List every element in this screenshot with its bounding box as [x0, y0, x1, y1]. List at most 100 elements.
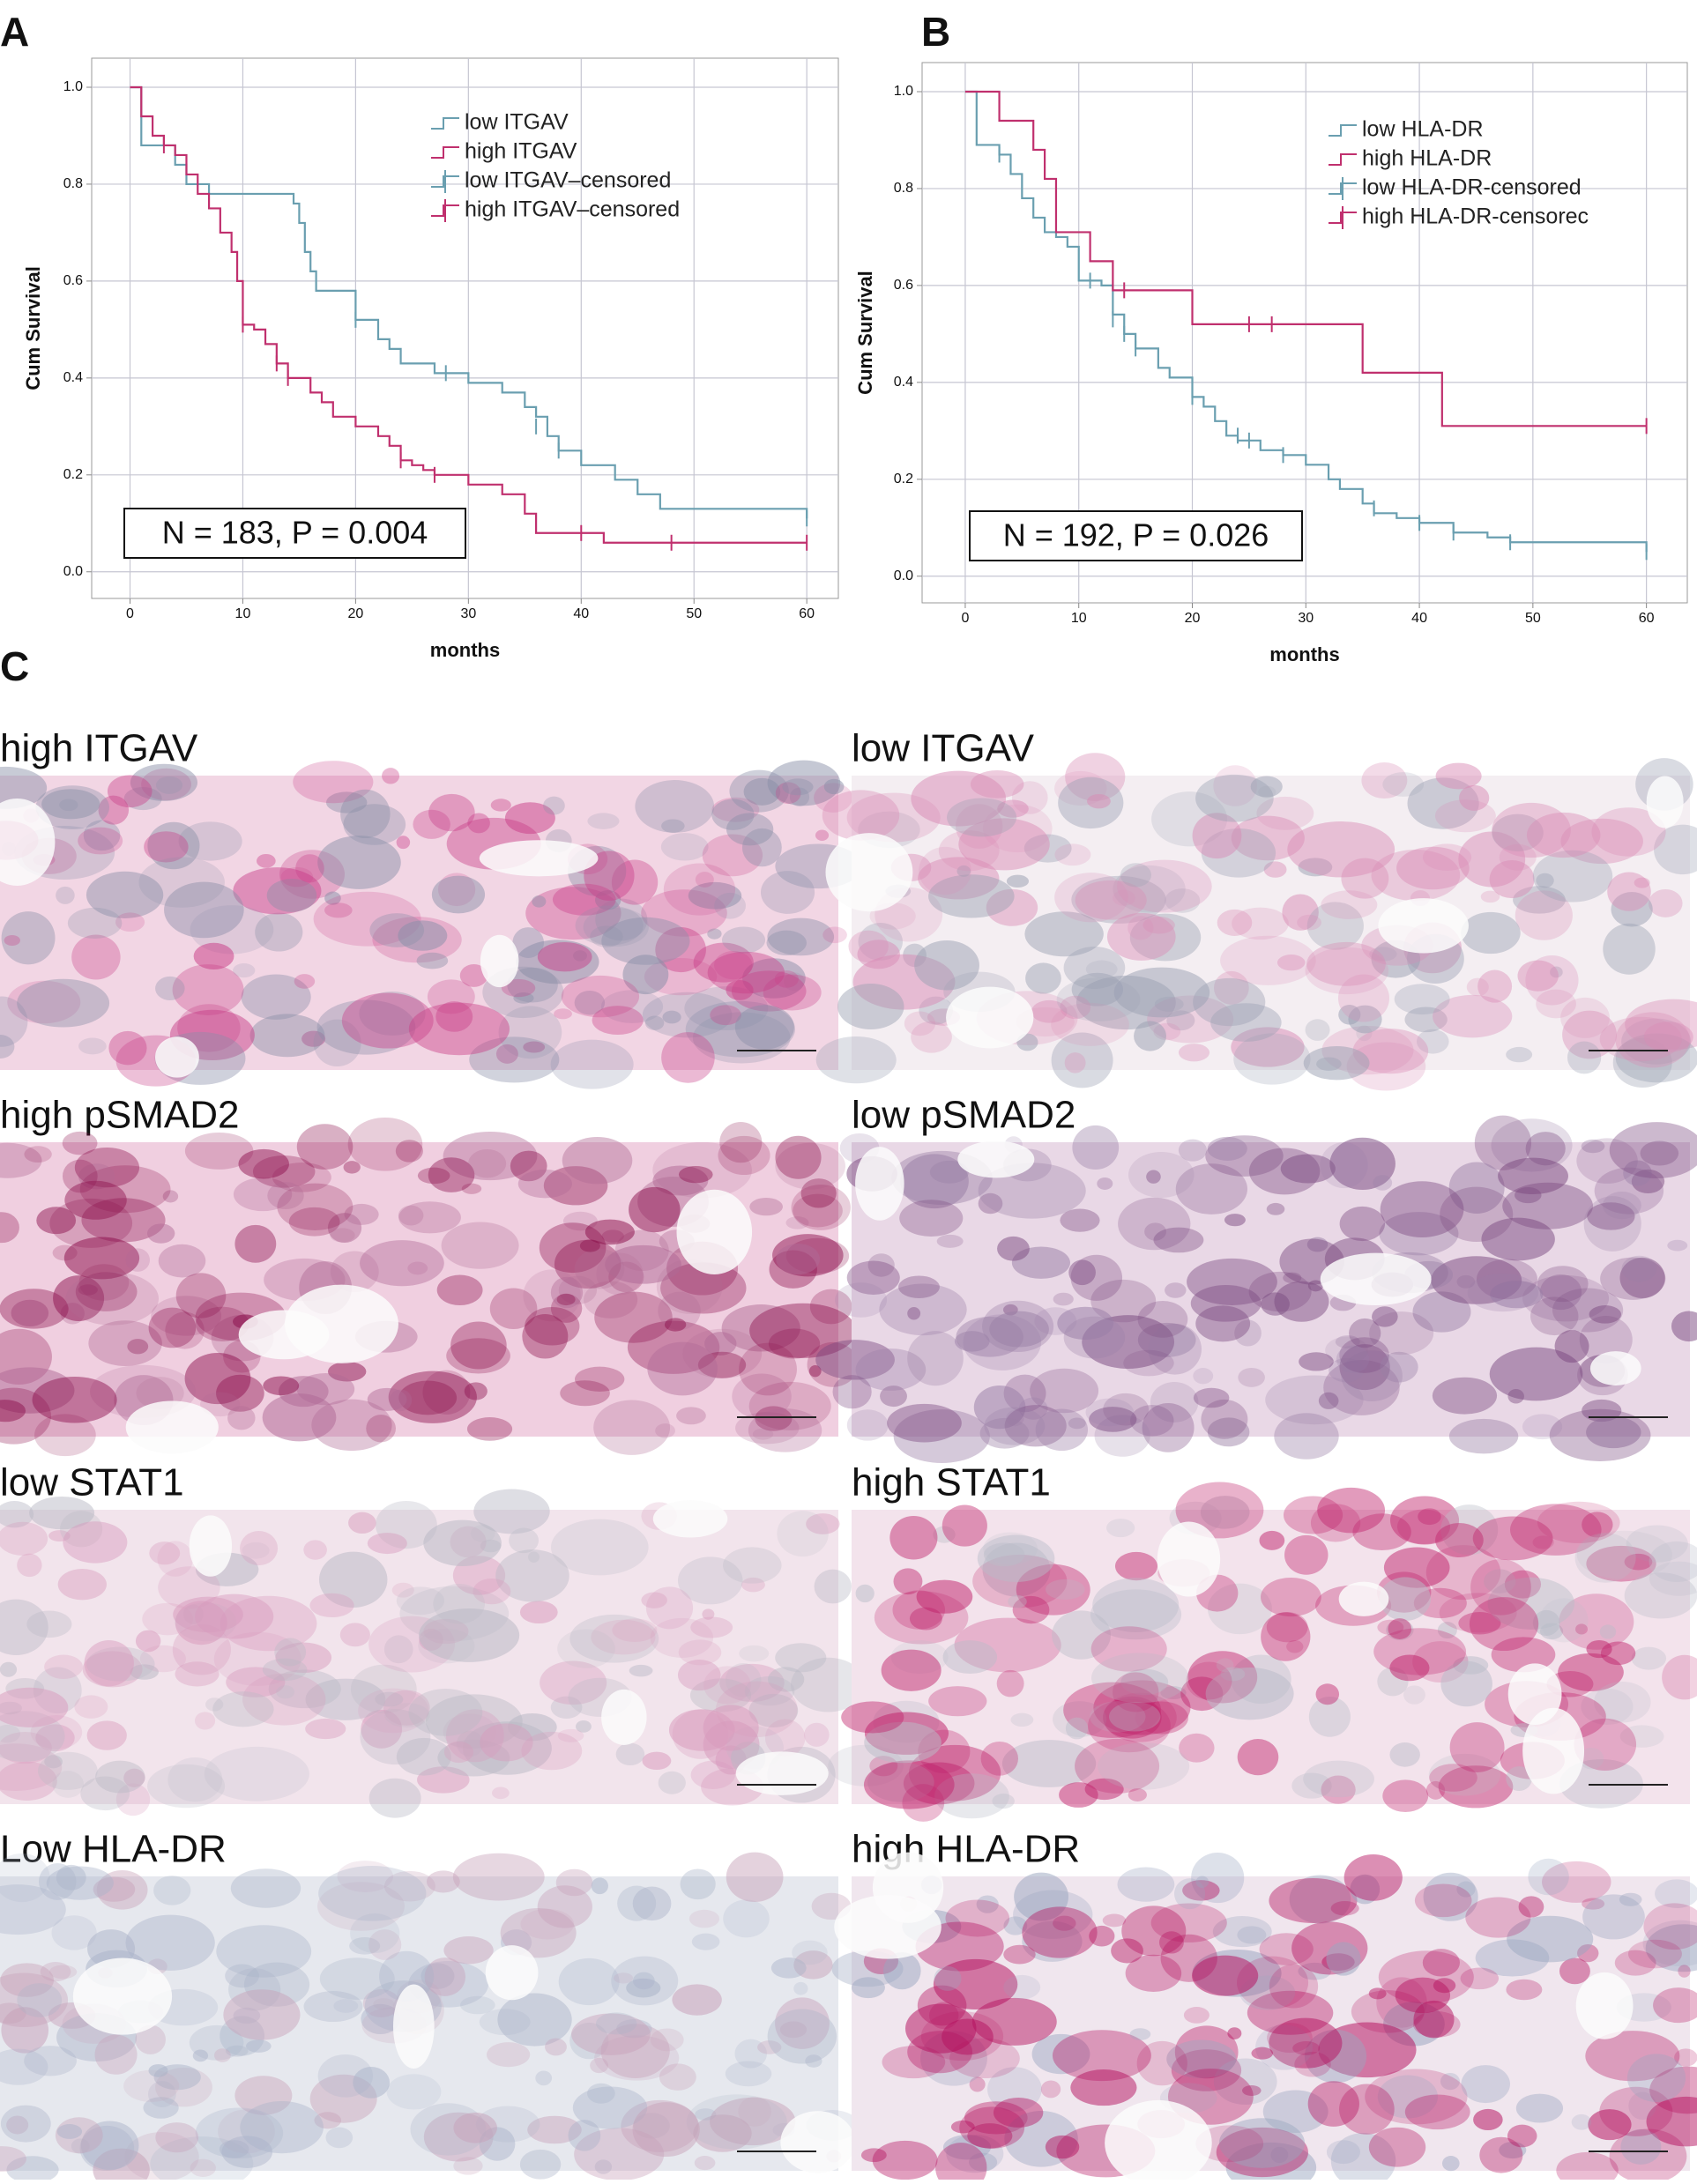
tissue-region — [1504, 1570, 1542, 1599]
tissue-region — [1594, 1167, 1664, 1215]
tissue-region — [1433, 994, 1513, 1038]
tissue-region — [419, 1608, 520, 1662]
tissue-region — [1195, 774, 1274, 822]
tissue-region — [82, 1651, 143, 1688]
tissue-region — [1291, 1921, 1368, 1975]
y-tick-label: 0.0 — [63, 564, 83, 579]
tissue-region — [767, 760, 841, 806]
tissue-region — [1052, 2030, 1151, 2082]
tissue-region — [408, 1002, 510, 1056]
tissue-region — [32, 1376, 117, 1423]
tissue-region — [632, 2102, 700, 2158]
tissue-region — [359, 991, 426, 1036]
tissue-region — [423, 2112, 494, 2162]
tissue-region — [1056, 977, 1141, 1021]
tissue-region — [1522, 1274, 1610, 1322]
legend-swatch — [1329, 153, 1357, 166]
tissue-region — [1174, 2025, 1239, 2079]
tissue-region — [6, 2115, 29, 2135]
tissue-region — [1351, 1990, 1425, 2033]
tissue-region — [554, 1008, 572, 1020]
tissue-gap — [0, 798, 56, 886]
tissue-region — [1474, 1115, 1532, 1170]
tissue-region — [500, 1907, 577, 1958]
tissue-region — [296, 1372, 355, 1406]
tissue-region — [980, 1741, 1019, 1776]
tissue-region — [647, 1341, 718, 1396]
tissue-region — [1106, 912, 1176, 961]
tissue-region — [1076, 975, 1176, 1030]
tissue-region — [1631, 1169, 1665, 1194]
tissue-region — [658, 1771, 686, 1794]
tissue-region — [621, 2099, 699, 2152]
tissue-region — [233, 962, 256, 978]
y-tick-label: 0.8 — [63, 176, 83, 191]
tissue-region — [1306, 1237, 1329, 1252]
tissue-region — [162, 1190, 179, 1203]
tissue-region — [946, 2134, 1004, 2173]
tissue-region — [1335, 1335, 1360, 1348]
x-axis-title: months — [1269, 643, 1339, 665]
tissue-region — [37, 1751, 98, 1790]
tissue-region — [711, 797, 760, 822]
tissue-region — [366, 1415, 396, 1443]
tissue-region — [62, 1159, 98, 1193]
tissue-region — [1090, 1626, 1167, 1672]
tissue-region — [1642, 1920, 1697, 1967]
tissue-region — [143, 2097, 179, 2119]
tissue-region — [56, 2124, 83, 2139]
tissue-region — [195, 2107, 284, 2159]
tissue-region — [1187, 1258, 1277, 1305]
tissue-region — [479, 2009, 531, 2036]
tissue-region — [1371, 849, 1461, 902]
tissue-region — [879, 1283, 967, 1336]
tissue-region — [498, 1006, 562, 1059]
tissue-region — [1396, 846, 1470, 890]
tissue-region — [48, 1530, 71, 1541]
tissue-region — [776, 1244, 820, 1275]
tissue-region — [473, 1578, 511, 1605]
micrograph-background — [852, 1876, 1690, 2171]
tissue-region — [1306, 902, 1364, 950]
tissue-region — [1589, 1305, 1622, 1324]
tissue-region — [550, 1294, 583, 1323]
tissue-region — [752, 1428, 774, 1440]
tissue-region — [361, 1709, 403, 1749]
tissue-region — [1195, 1305, 1251, 1342]
tissue-region — [1440, 1186, 1514, 1242]
tissue-region — [775, 782, 801, 805]
tissue-gap — [780, 2111, 855, 2173]
tissue-region — [852, 954, 956, 1010]
tissue-region — [1550, 966, 1563, 978]
tissue-region — [445, 1709, 504, 1763]
tissue-region — [983, 1542, 1025, 1567]
tissue-region — [785, 1216, 809, 1229]
tissue-region — [347, 1117, 423, 1171]
tissue-region — [1151, 791, 1228, 847]
tissue-region — [1084, 1778, 1124, 1801]
tissue-region — [1025, 962, 1061, 994]
tissue-region — [344, 1203, 379, 1225]
tissue-region — [443, 1741, 474, 1764]
tissue-region — [216, 1925, 312, 1978]
tissue-region — [1321, 890, 1378, 919]
tissue-region — [1, 911, 56, 965]
tissue-region — [890, 1640, 949, 1675]
tissue-region — [41, 789, 100, 820]
annotation: N = 183, P = 0.004 — [162, 515, 428, 551]
tissue-region — [572, 2086, 648, 2129]
tissue-region — [846, 1409, 889, 1441]
tissue-region — [729, 769, 789, 813]
tissue-region — [1628, 2091, 1656, 2121]
tissue-region — [1178, 1044, 1210, 1062]
tissue-region — [459, 963, 488, 987]
tissue-region — [1621, 1255, 1657, 1282]
legend-swatch — [431, 117, 459, 130]
tissue-region — [1602, 1192, 1641, 1220]
tissue-region — [0, 996, 28, 1047]
tissue-region — [0, 1732, 52, 1764]
tissue-region — [1528, 1858, 1569, 1896]
tissue-region — [703, 1666, 751, 1705]
tissue-region — [950, 2120, 975, 2134]
tissue-region — [218, 2109, 275, 2154]
